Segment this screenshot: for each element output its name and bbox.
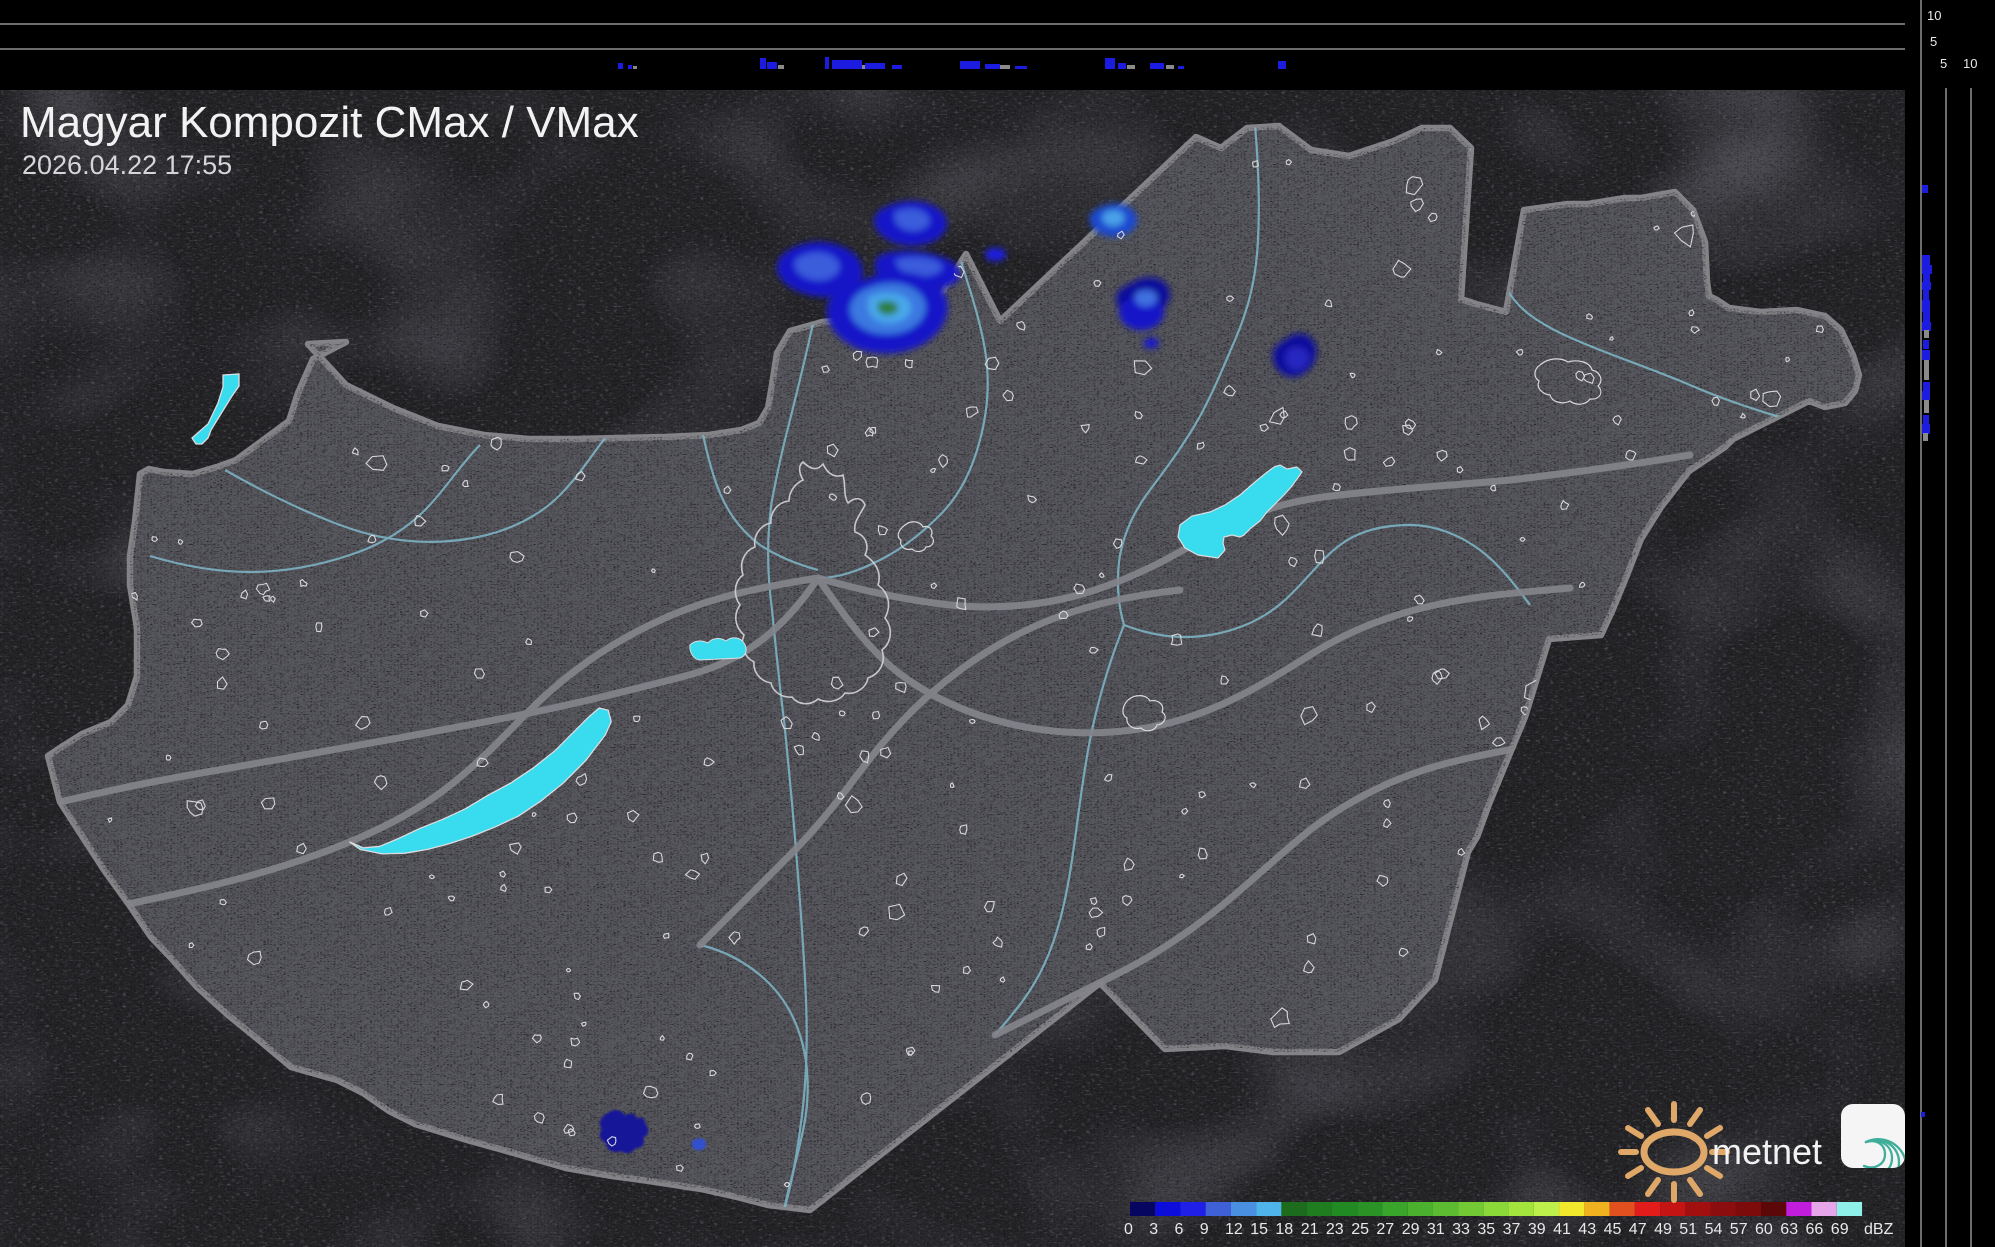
- svg-text:25: 25: [1351, 1221, 1369, 1238]
- svg-text:23: 23: [1326, 1221, 1344, 1238]
- svg-text:10: 10: [1963, 56, 1977, 71]
- svg-text:15: 15: [1250, 1221, 1268, 1238]
- svg-text:45: 45: [1604, 1221, 1622, 1238]
- svg-text:27: 27: [1376, 1221, 1394, 1238]
- svg-text:29: 29: [1402, 1221, 1420, 1238]
- svg-text:41: 41: [1553, 1221, 1571, 1238]
- svg-text:39: 39: [1528, 1221, 1546, 1238]
- svg-text:21: 21: [1301, 1221, 1319, 1238]
- svg-text:33: 33: [1452, 1221, 1470, 1238]
- svg-text:3: 3: [1149, 1221, 1158, 1238]
- svg-text:69: 69: [1831, 1221, 1849, 1238]
- svg-text:5: 5: [1940, 56, 1947, 71]
- svg-text:12: 12: [1225, 1221, 1243, 1238]
- svg-text:66: 66: [1806, 1221, 1824, 1238]
- svg-text:43: 43: [1578, 1221, 1596, 1238]
- svg-text:60: 60: [1755, 1221, 1773, 1238]
- svg-text:0: 0: [1124, 1221, 1133, 1238]
- svg-text:18: 18: [1275, 1221, 1293, 1238]
- svg-text:6: 6: [1175, 1221, 1184, 1238]
- svg-text:35: 35: [1477, 1221, 1495, 1238]
- svg-text:metnet: metnet: [1712, 1131, 1822, 1172]
- svg-text:47: 47: [1629, 1221, 1647, 1238]
- svg-text:10: 10: [1927, 8, 1941, 23]
- svg-text:dBZ: dBZ: [1864, 1221, 1894, 1238]
- svg-text:37: 37: [1503, 1221, 1521, 1238]
- svg-text:9: 9: [1200, 1221, 1209, 1238]
- svg-text:5: 5: [1930, 34, 1937, 49]
- svg-text:57: 57: [1730, 1221, 1748, 1238]
- svg-text:54: 54: [1705, 1221, 1723, 1238]
- svg-text:31: 31: [1427, 1221, 1445, 1238]
- svg-text:49: 49: [1654, 1221, 1672, 1238]
- svg-text:51: 51: [1679, 1221, 1697, 1238]
- svg-text:63: 63: [1780, 1221, 1798, 1238]
